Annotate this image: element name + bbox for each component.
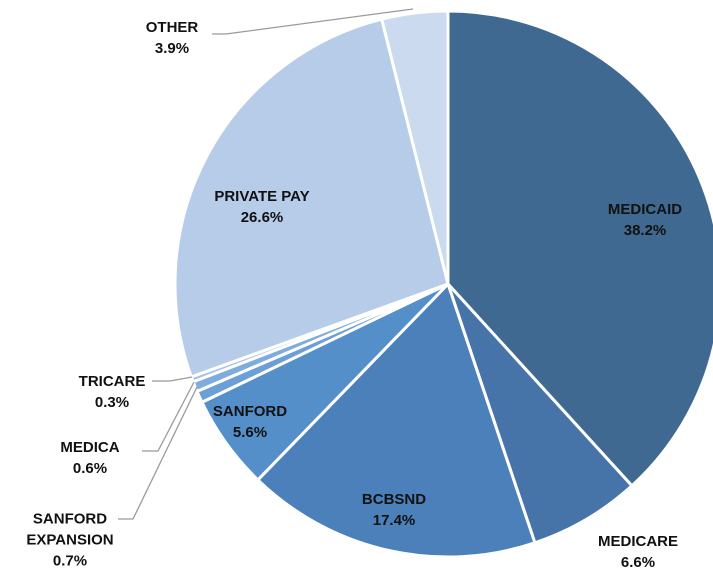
value-label: 17.4%: [372, 512, 416, 529]
slice-label: MEDICAID 38.2%: [608, 199, 682, 241]
value-label: 0.7%: [52, 552, 88, 570]
value-label: 38.2%: [623, 222, 667, 239]
pie-slice: [446, 9, 713, 488]
category-label: SANFORD EXPANSION: [26, 510, 114, 549]
category-label: TRICARE: [78, 373, 146, 390]
leader-line: [152, 376, 193, 382]
pie-slice: [255, 281, 537, 559]
pie-slice: [173, 17, 450, 379]
slice-label: BCBSND 17.4%: [362, 489, 426, 531]
pie-slice: [379, 9, 450, 285]
slice-label: OTHER 3.9%: [146, 17, 199, 59]
pie-slice: [446, 282, 635, 545]
leader-line: [142, 381, 195, 452]
slice-label: TRICARE 0.3%: [79, 371, 146, 413]
slice-label: SANFORD EXPANSION 0.7%: [15, 509, 125, 572]
category-label: OTHER: [145, 19, 199, 36]
value-label: 5.6%: [232, 424, 268, 441]
value-label: 0.6%: [72, 460, 108, 477]
slice-label: MEDICA 0.6%: [60, 437, 119, 479]
value-label: 26.6%: [240, 209, 284, 226]
value-label: 6.6%: [620, 554, 656, 571]
category-label: BCBSND: [361, 491, 427, 508]
category-label: PRIVATE PAY: [214, 188, 310, 205]
category-label: MEDICAID: [607, 201, 683, 218]
leader-line: [212, 8, 414, 35]
category-label: MEDICARE: [597, 533, 679, 550]
category-label: MEDICA: [60, 439, 120, 456]
category-label: SANFORD: [212, 403, 288, 420]
slice-label: PRIVATE PAY 26.6%: [214, 186, 309, 228]
slice-label: MEDICARE 6.6%: [598, 531, 678, 573]
leader-line: [118, 386, 198, 520]
value-label: 3.9%: [154, 40, 190, 57]
value-label: 0.3%: [94, 394, 130, 411]
slice-label: SANFORD 5.6%: [213, 401, 287, 443]
